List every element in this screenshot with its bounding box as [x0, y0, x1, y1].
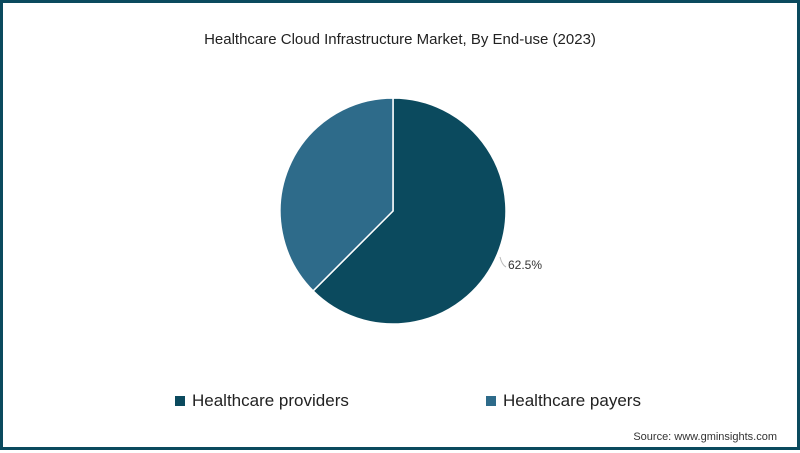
legend-label-payers: Healthcare payers — [503, 391, 641, 410]
legend-swatch-providers — [175, 396, 185, 406]
legend-swatch-payers — [486, 396, 496, 406]
chart-title: Healthcare Cloud Infrastructure Market, … — [204, 31, 596, 48]
pie-chart — [279, 97, 507, 325]
slice-healthcare-payers — [279, 97, 394, 292]
legend-item-payers: Healthcare payers — [486, 391, 641, 411]
data-label-providers: 62.5% — [508, 258, 543, 272]
slice-healthcare-providers — [312, 97, 507, 325]
source-text: Source: www.gminsights.com — [633, 431, 777, 443]
legend-item-providers: Healthcare providers — [175, 391, 349, 411]
legend-label-providers: Healthcare providers — [192, 391, 349, 410]
label-leader-line — [499, 256, 507, 268]
